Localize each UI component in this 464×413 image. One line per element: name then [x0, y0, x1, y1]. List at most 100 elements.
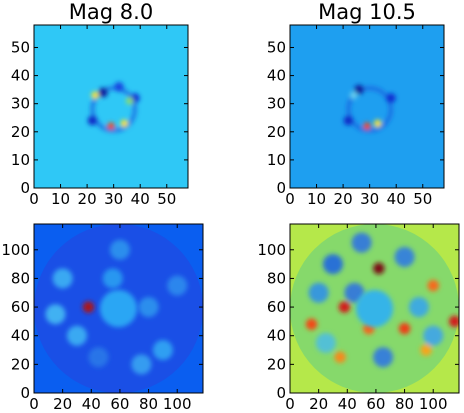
- speckle-blob: [152, 340, 173, 361]
- speckle-blob: [45, 304, 66, 325]
- y-tick-label: 40: [267, 67, 286, 85]
- speckle-blob: [138, 297, 159, 318]
- x-tick-label: 10: [51, 190, 70, 208]
- x-tick-label: 10: [307, 190, 326, 208]
- hot-spot: [120, 119, 128, 128]
- x-tick-label: 0: [29, 395, 39, 413]
- y-tick-label: 100: [257, 241, 286, 259]
- cold-spot: [343, 115, 354, 126]
- central-hole: [99, 289, 138, 328]
- speckle-blob: [408, 297, 429, 318]
- x-tick-label: 0: [285, 190, 295, 208]
- x-tick-label: 40: [338, 395, 357, 413]
- y-tick-label: 100: [1, 241, 30, 259]
- y-tick-label: 20: [11, 123, 30, 141]
- y-tick-label: 0: [20, 179, 30, 197]
- x-tick-label: 80: [395, 395, 414, 413]
- y-tick-label: 20: [267, 355, 286, 373]
- speckle-blob: [102, 268, 123, 289]
- cold-spot: [354, 84, 364, 95]
- hot-spot: [125, 97, 134, 105]
- hot-spot: [107, 122, 115, 130]
- x-tick-label: 50: [413, 190, 432, 208]
- x-tick-label: 30: [360, 190, 379, 208]
- y-tick-label: 20: [267, 123, 286, 141]
- x-tick-label: 20: [53, 395, 72, 413]
- cold-spot: [98, 87, 108, 98]
- x-tick-label: 60: [110, 395, 129, 413]
- y-tick-label: 0: [276, 384, 286, 402]
- speckle-blob: [88, 347, 109, 368]
- hot-spot: [398, 322, 411, 335]
- speckle-blob: [308, 282, 329, 303]
- heatmap-background: [34, 25, 188, 188]
- x-tick-label: 20: [334, 190, 353, 208]
- hot-spot: [420, 344, 432, 356]
- heatmap-background: [290, 25, 444, 188]
- y-tick-label: 30: [11, 95, 30, 113]
- x-tick-label: 20: [309, 395, 328, 413]
- x-tick-label: 40: [131, 190, 150, 208]
- hot-spot: [350, 91, 358, 99]
- panel-top-left: Mag 8.0 0 10 20 30 40 50 0 10 20 30 40 50: [11, 0, 189, 208]
- y-tick-label: 50: [267, 38, 286, 56]
- axes-frame: [289, 223, 460, 394]
- y-tick-label: 20: [11, 355, 30, 373]
- y-tick-label: 30: [267, 95, 286, 113]
- cold-spot: [114, 82, 124, 92]
- y-tick-label: 80: [11, 269, 30, 287]
- x-tick-label: 40: [387, 190, 406, 208]
- axes-frame: [33, 24, 189, 189]
- speckle-blob: [66, 325, 87, 346]
- central-hole: [355, 289, 394, 328]
- hot-spot: [373, 119, 382, 128]
- y-tick-label: 10: [11, 151, 30, 169]
- speckle-blob: [52, 268, 73, 289]
- speckle-blob: [394, 246, 415, 267]
- x-tick-label: 20: [78, 190, 97, 208]
- speckle-blob: [167, 275, 188, 296]
- heatmap-image: [34, 25, 188, 188]
- y-tick-label: 40: [267, 327, 286, 345]
- axes-frame: [289, 24, 445, 189]
- speckle-blob: [131, 354, 152, 375]
- panel-top-right: Mag 10.5 0 10 20 30 40 50 0 10 20 30 40 50: [267, 0, 445, 208]
- y-tick-label: 10: [267, 151, 286, 169]
- x-tick-label: 80: [139, 395, 158, 413]
- hot-spot: [305, 318, 318, 330]
- cold-spot: [87, 115, 98, 126]
- speckle-ring: [346, 86, 393, 133]
- x-tick-label: 50: [157, 190, 176, 208]
- x-tick-label: 40: [82, 395, 101, 413]
- heatmap-image: [290, 25, 444, 188]
- speckle-blob: [351, 232, 372, 253]
- x-tick-label: 60: [366, 395, 385, 413]
- y-tick-label: 40: [11, 327, 30, 345]
- y-tick-label: 40: [11, 67, 30, 85]
- panel-bottom-left: 0 20 40 60 80 100 0 20 40 60 80 100: [1, 223, 204, 413]
- speckle-blob: [373, 347, 394, 368]
- hot-spot: [363, 122, 371, 130]
- y-tick-label: 60: [267, 298, 286, 316]
- panel-title-mag-10-5: Mag 10.5: [318, 0, 416, 24]
- speckle-blob: [423, 325, 444, 346]
- hot-spot: [427, 279, 439, 292]
- panel-bottom-right: 0 20 40 60 80 100 0 20 40 60 80 100: [257, 223, 460, 413]
- speckle-blob: [109, 239, 130, 260]
- hot-spot: [373, 262, 385, 275]
- y-tick-label: 0: [276, 179, 286, 197]
- speckle-ring: [90, 86, 137, 133]
- hot-spot: [448, 315, 459, 328]
- heatmap-image: [34, 224, 203, 393]
- panel-title-mag-8: Mag 8.0: [69, 0, 153, 24]
- x-tick-label: 0: [285, 395, 295, 413]
- axes-frame: [33, 223, 204, 394]
- y-tick-label: 0: [20, 384, 30, 402]
- hot-spot: [334, 351, 346, 363]
- heatmap-image: [290, 224, 459, 393]
- x-tick-label: 0: [29, 190, 39, 208]
- x-tick-label: 30: [104, 190, 123, 208]
- hot-spot: [338, 301, 351, 313]
- speckle-blob: [322, 254, 343, 275]
